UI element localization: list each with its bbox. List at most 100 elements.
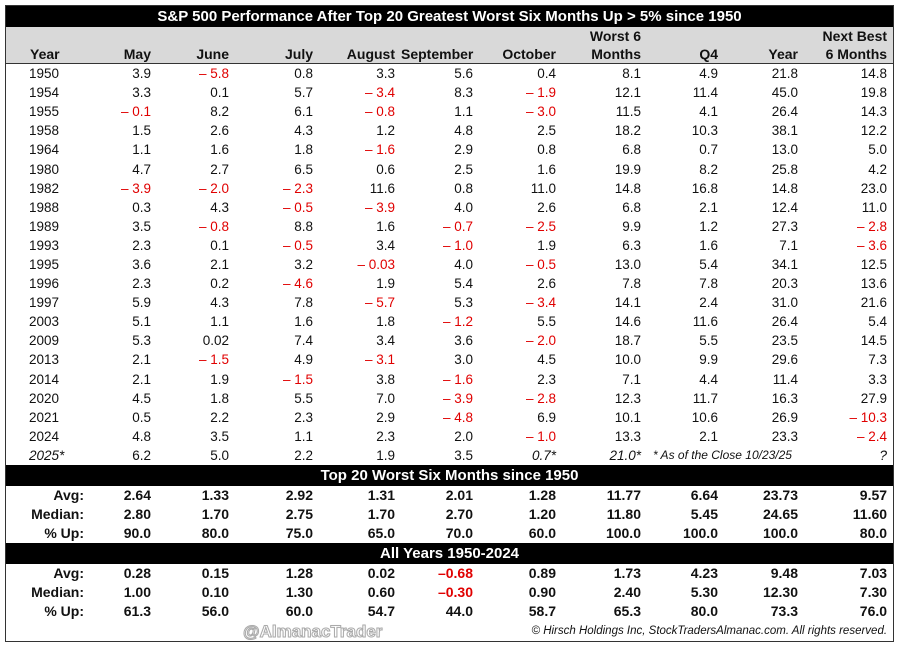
- stat-row: Avg: 2.64 1.33 2.92 1.31 2.01 1.28 11.77 6.64 23.…: [6, 486, 893, 505]
- stat-value: 6.64: [690, 487, 718, 504]
- stat-value: 11.80: [606, 506, 641, 523]
- value-cell: 0.8: [537, 142, 556, 158]
- column-header: October: [479, 45, 562, 64]
- stat-value: –0.30: [437, 584, 473, 601]
- value-cell: 3.5: [132, 218, 151, 234]
- value-cell: 21.0*: [609, 447, 641, 463]
- value-cell: 5.9: [132, 295, 151, 311]
- value-cell: 12.3: [614, 390, 641, 406]
- value-cell: 4.7: [132, 161, 151, 177]
- value-cell: 8.1: [622, 66, 641, 82]
- value-cell: 23.3: [771, 428, 798, 444]
- stat-value: 5.30: [690, 584, 718, 601]
- column-header-top: [401, 27, 479, 45]
- value-cell: 14.3: [860, 104, 888, 120]
- column-header-label: Next Best 6 Months: [822, 28, 888, 62]
- value-cell: 1.5: [132, 123, 151, 139]
- table-row: 1996 2.3 0.2 – 4.6 1.9 5.4 2.6 7.8 7.8 20.3 13.6: [6, 274, 893, 293]
- value-cell: 19.9: [614, 161, 641, 177]
- table-row: 1950 3.9 – 5.8 0.8 3.3 5.6 0.4 8.1 4.9 21.8 14.8: [6, 64, 893, 84]
- value-cell: 1.8: [376, 314, 395, 330]
- stat-value: 76.0: [859, 603, 888, 620]
- value-cell: 21.8: [771, 66, 798, 82]
- table-row: 1964 1.1 1.6 1.8 – 1.6 2.9 0.8 6.8 0.7 13.0 5.0: [6, 140, 893, 159]
- value-cell: 1.6: [376, 218, 395, 234]
- table-row: 2009 5.3 0.02 7.4 3.4 3.6 – 2.0 18.7 5.5 23.5 14.5: [6, 331, 893, 350]
- stat-value: 5.45: [690, 506, 718, 523]
- value-cell: 7.1: [779, 237, 798, 253]
- value-cell: 2.9: [376, 409, 395, 425]
- stat-value: 90.0: [123, 525, 151, 542]
- stat-label: Median:: [31, 506, 84, 523]
- value-cell: – 2.8: [857, 218, 888, 234]
- value-cell: 2.1: [699, 199, 718, 215]
- value-cell: 4.2: [868, 161, 888, 177]
- value-cell: 1.2: [699, 218, 718, 234]
- value-cell: 14.1: [614, 295, 641, 311]
- value-cell: 8.8: [294, 218, 313, 234]
- column-header-top: [479, 27, 562, 45]
- value-cell: – 10.3: [849, 409, 888, 425]
- table-row: 2020 4.5 1.8 5.5 7.0 – 3.9 – 2.8 12.3 11.7 16.3 27…: [6, 389, 893, 408]
- value-cell: 3.6: [454, 333, 473, 349]
- performance-table-container: S&P 500 Performance After Top 20 Greates…: [5, 5, 894, 642]
- value-cell: 2.3: [537, 371, 556, 387]
- value-cell: 10.3: [691, 123, 718, 139]
- value-cell: – 5.7: [364, 295, 395, 311]
- value-cell: 4.5: [132, 390, 151, 406]
- stat-label: Median:: [31, 584, 84, 601]
- value-cell: – 2.0: [198, 180, 229, 196]
- value-cell: 1.1: [132, 142, 151, 158]
- stat-value: 100.0: [605, 525, 641, 542]
- value-cell: – 2.5: [525, 218, 556, 234]
- value-cell: 1.8: [294, 142, 313, 158]
- stat-value: 0.90: [528, 584, 556, 601]
- stat-value: 60.0: [285, 603, 313, 620]
- value-cell: 3.8: [376, 371, 395, 387]
- value-cell: 0.6: [376, 161, 395, 177]
- column-header-top: [6, 27, 86, 45]
- stat-value: 60.0: [528, 525, 556, 542]
- value-cell: 3.3: [376, 66, 395, 82]
- value-cell: 3.3: [132, 85, 151, 101]
- stat-row: Avg: 0.28 0.15 1.28 0.02 –0.68 0.89 1.73 4.23 9.4…: [6, 564, 893, 583]
- current-year-row: 2025* 6.2 5.0 2.2 1.9 3.5 0.7* 21.0* * As of the…: [6, 446, 893, 465]
- column-header-top: [319, 27, 401, 45]
- value-cell: 2.5: [454, 161, 473, 177]
- value-cell: – 1.0: [442, 237, 473, 253]
- stat-value: 1.70: [367, 506, 395, 523]
- value-cell: – 0.8: [198, 218, 229, 234]
- stat-value: 1.73: [613, 565, 641, 582]
- year-cell: 1996: [29, 276, 60, 292]
- value-cell: 11.7: [692, 390, 718, 406]
- table-row: 1958 1.5 2.6 4.3 1.2 4.8 2.5 18.2 10.3 38.1 12.2: [6, 121, 893, 140]
- stat-value: 1.33: [201, 487, 229, 504]
- stat-value: 0.89: [528, 565, 556, 582]
- column-header-top: [724, 27, 804, 45]
- column-header: Year: [724, 45, 804, 64]
- column-header: July: [235, 45, 319, 64]
- value-cell: – 0.8: [364, 104, 395, 120]
- table-row: 1993 2.3 0.1 – 0.5 3.4 – 1.0 1.9 6.3 1.6 7.1 – 3.6: [6, 236, 893, 255]
- value-cell: 2.0: [454, 428, 473, 444]
- table-row: 1955 – 0.1 8.2 6.1 – 0.8 1.1 – 3.0 11.5 4.1 26.4 1…: [6, 102, 893, 121]
- stat-value: 65.0: [367, 525, 395, 542]
- value-cell: – 0.5: [525, 256, 556, 272]
- value-cell: 2.1: [210, 256, 229, 272]
- value-cell: 3.5: [454, 447, 473, 463]
- year-cell: 2025*: [29, 447, 65, 463]
- stat-value: 11.60: [852, 506, 888, 523]
- stat-value: 1.00: [123, 584, 151, 601]
- stat-value: 11.77: [606, 487, 641, 504]
- value-cell: 4.1: [699, 104, 718, 120]
- value-cell: – 3.9: [120, 180, 151, 196]
- value-cell: – 0.03: [357, 256, 395, 272]
- year-cell: 2009: [29, 333, 60, 349]
- value-cell: 12.4: [771, 199, 798, 215]
- value-cell: 11.4: [772, 371, 798, 387]
- value-cell: 14.5: [860, 333, 888, 349]
- table-row: 1982 – 3.9 – 2.0 – 2.3 11.6 0.8 11.0 14.8 16.8 14…: [6, 179, 893, 198]
- value-cell: – 3.1: [364, 352, 395, 368]
- value-cell: 2.4: [699, 295, 718, 311]
- value-cell: 10.6: [691, 409, 718, 425]
